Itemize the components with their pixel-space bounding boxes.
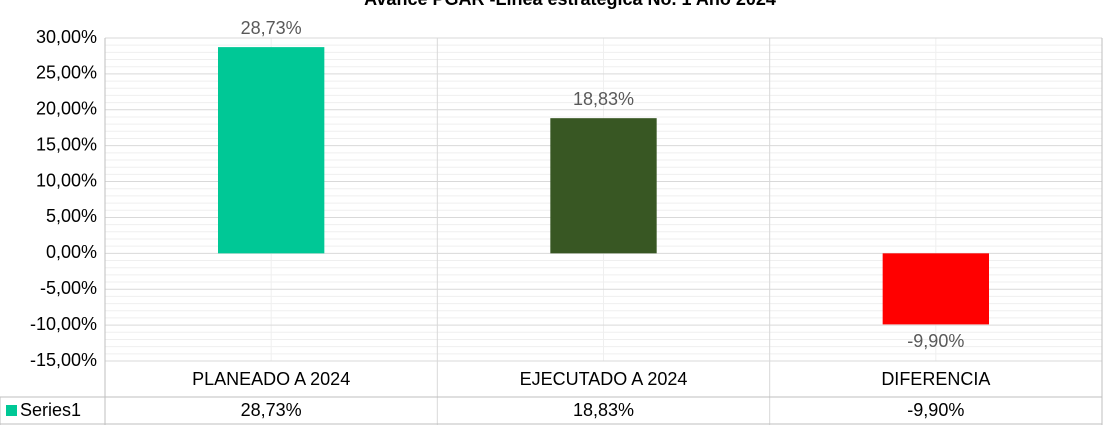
y-tick-label: 25,00% [36,63,97,83]
table-value: 28,73% [241,400,302,420]
table-value: -9,90% [907,400,964,420]
table-value: 18,83% [573,400,634,420]
bar [550,118,657,254]
y-tick-label: 0,00% [46,242,97,262]
data-label: 28,73% [241,18,302,38]
y-tick-label: 5,00% [46,206,97,226]
legend-key [6,405,17,416]
x-tick-label: EJECUTADO A 2024 [520,369,688,389]
y-tick-label: -5,00% [40,278,97,298]
chart-title: Avance PGAR -Línea estratégica No. 1 Año… [364,0,776,9]
bar [217,47,325,254]
y-tick-label: 10,00% [36,170,97,190]
y-tick-label: -15,00% [30,350,97,370]
bar [882,253,990,325]
x-tick-label: DIFERENCIA [881,369,990,389]
legend-label: Series1 [20,400,81,420]
data-label: 18,83% [573,89,634,109]
y-tick-label: 30,00% [36,27,97,47]
y-tick-label: 20,00% [36,99,97,119]
y-tick-label: 15,00% [36,134,97,154]
x-tick-label: PLANEADO A 2024 [192,369,350,389]
y-tick-label: -10,00% [30,314,97,334]
data-label: -9,90% [907,331,964,351]
